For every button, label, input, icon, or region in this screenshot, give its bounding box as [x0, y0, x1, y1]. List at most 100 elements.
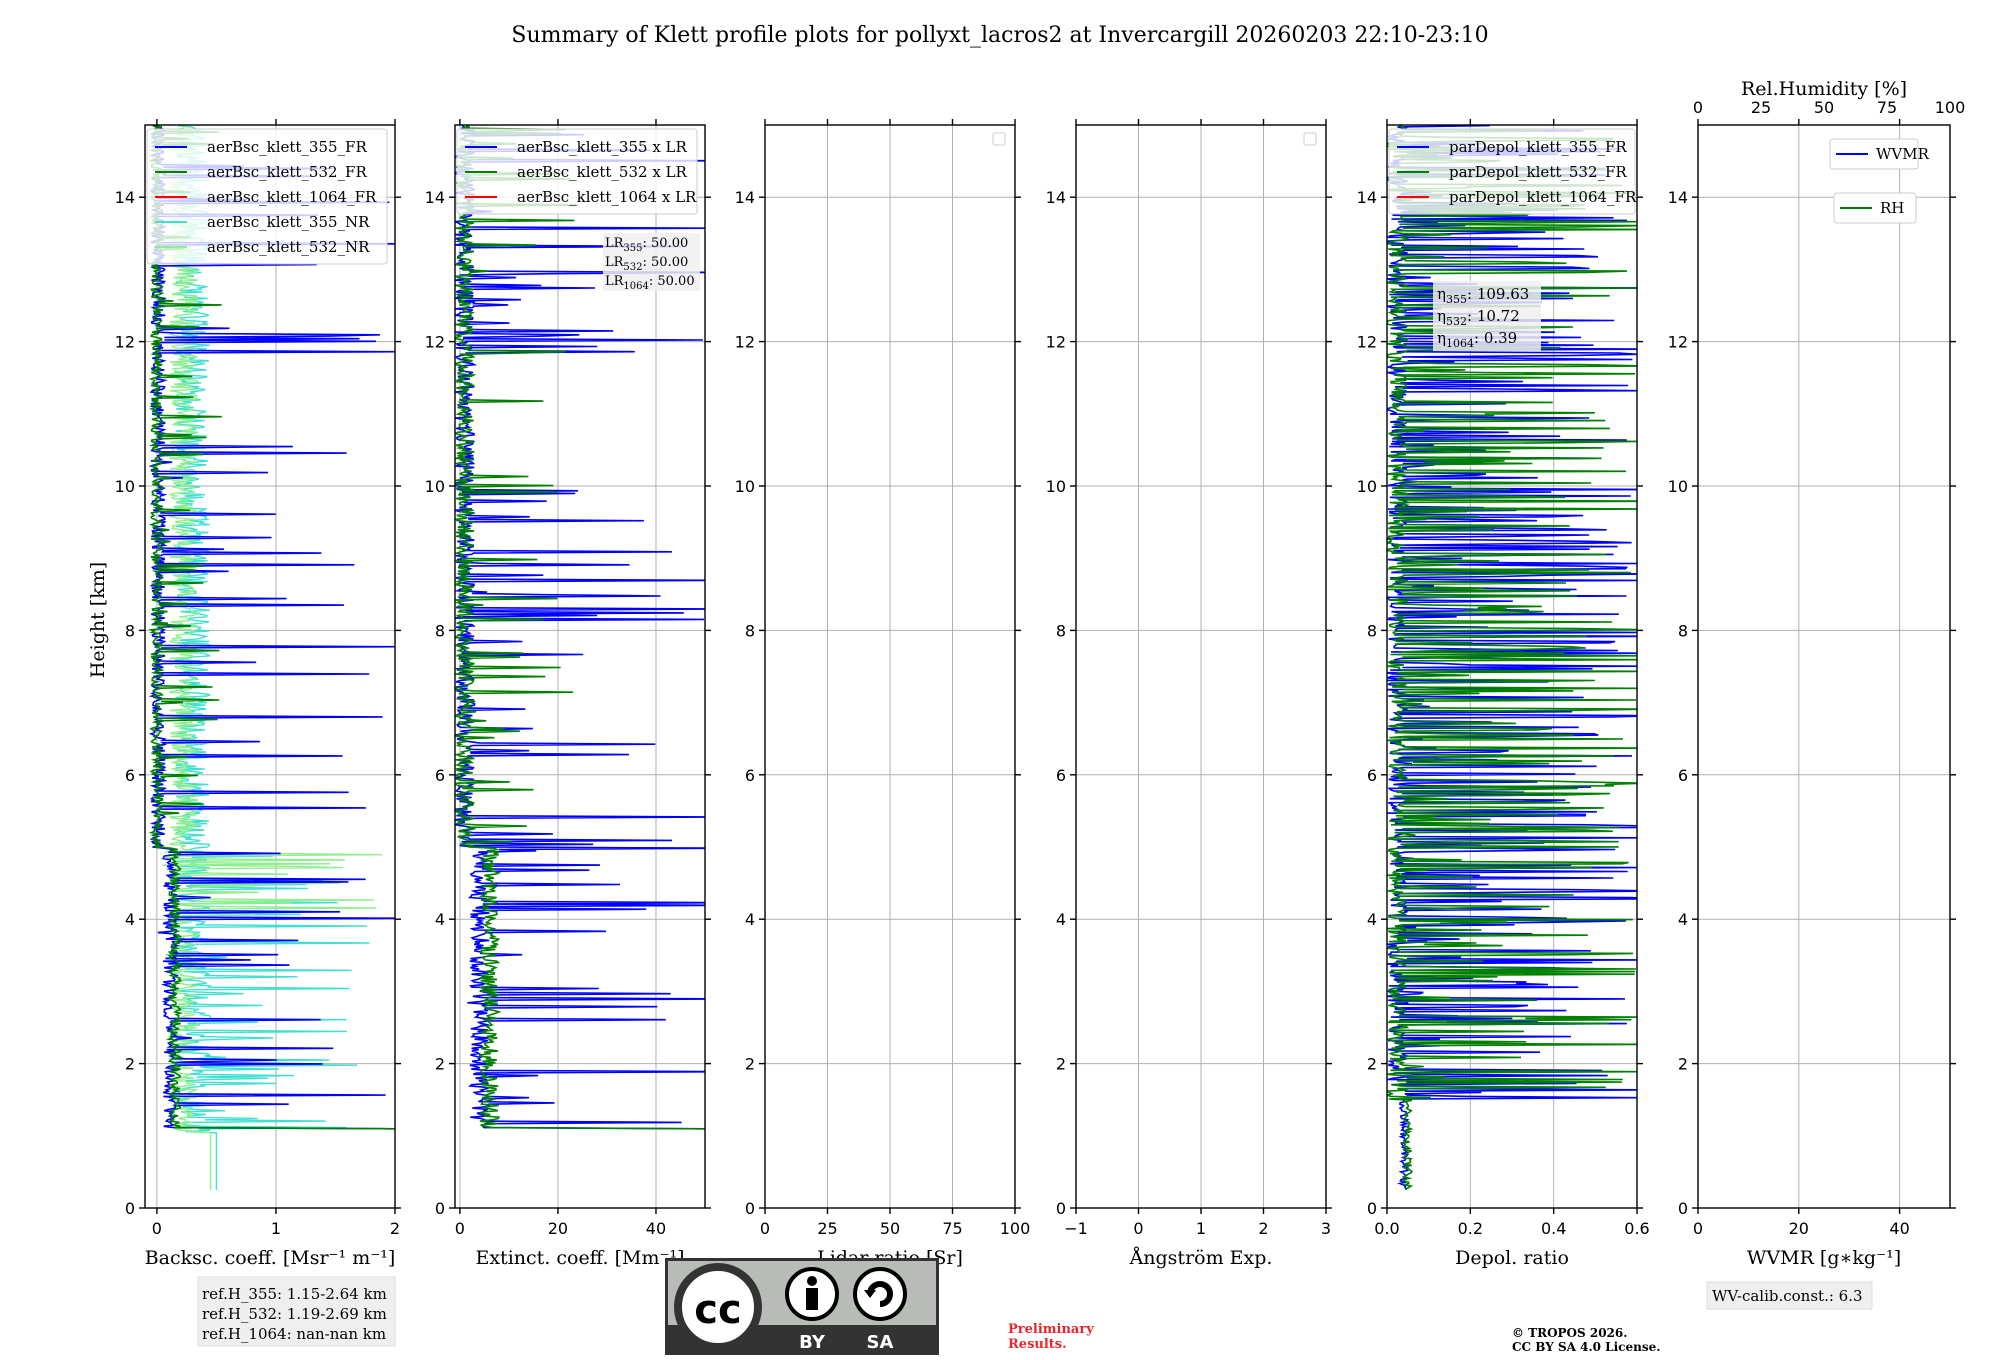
plot-area-extinction [455, 125, 705, 1130]
xlabel-extinction: Extinct. coeff. [Mm⁻¹] [475, 1247, 684, 1269]
eta-label-0: η355: 109.63 [1437, 285, 1529, 306]
ytick-label-1: 2 [1056, 1055, 1066, 1074]
copyright-line2: CC BY SA 4.0 License. [1512, 1340, 1660, 1354]
ytick-label-4: 8 [435, 621, 445, 640]
empty-legend [1303, 132, 1317, 146]
ytick-label-5: 10 [425, 477, 445, 496]
ytick-label-4: 8 [1367, 621, 1377, 640]
xtick-label-2: 40 [1889, 1219, 1909, 1238]
ytick-label-0: 0 [435, 1199, 445, 1218]
ytick-label-2: 4 [745, 910, 755, 929]
legend-label-0: aerBsc_klett_355_FR [207, 138, 367, 156]
series-532-fr [148, 125, 395, 1130]
ytick-label-3: 6 [435, 766, 445, 785]
wv-calib-const: WV-calib.const.: 6.3 [1712, 1287, 1863, 1305]
ytick-label-7: 14 [735, 188, 755, 207]
xtick-label-1: 20 [548, 1219, 568, 1238]
cc-by-label: BY [799, 1332, 826, 1353]
eta-label-2: η1064: 0.39 [1437, 329, 1517, 350]
legend-label-0: parDepol_klett_355_FR [1449, 138, 1627, 156]
xtick-label-1: 0 [1133, 1219, 1143, 1238]
frame-extinction [454, 124, 706, 1209]
xtick-label-0: 0 [1693, 1219, 1703, 1238]
xtick-label-2: 0.4 [1541, 1219, 1566, 1238]
ytick-label-6: 12 [425, 333, 445, 352]
xtick-label-2: 1 [1196, 1219, 1206, 1238]
xtick-label-0: 0.0 [1374, 1219, 1399, 1238]
ytick-label-2: 4 [1678, 910, 1688, 929]
legend-label-2: parDepol_klett_1064_FR [1449, 188, 1637, 206]
legend-label-1: aerBsc_klett_532_FR [207, 163, 367, 181]
legend-label-0: WVMR [1876, 145, 1930, 163]
ytick-label-1: 2 [1367, 1055, 1377, 1074]
xtick-label-0: 0 [760, 1219, 770, 1238]
xtick-label-1: 25 [817, 1219, 837, 1238]
refh-1064: ref.H_1064: nan-nan km [202, 1325, 386, 1343]
y-axis-label: Height [km] [87, 562, 109, 678]
top-xtick-label-2: 50 [1814, 98, 1834, 117]
top-xlabel-wvmr: Rel.Humidity [%] [1741, 78, 1907, 100]
ytick-label-4: 8 [1056, 621, 1066, 640]
plot-area-backscatter [148, 125, 395, 1190]
xtick-label-0: −1 [1064, 1219, 1088, 1238]
xtick-label-4: 3 [1321, 1219, 1331, 1238]
top-xtick-label-3: 75 [1877, 98, 1897, 117]
cc-license-badge: cc BY SA [665, 1258, 939, 1355]
lr-box [603, 233, 700, 291]
legend-box-0 [1829, 138, 1919, 170]
xlabel-angstrom: Ångström Exp. [1129, 1247, 1273, 1269]
share-alike-icon [853, 1267, 907, 1321]
lr-label-2: LR1064: 50.00 [605, 274, 695, 292]
panel-extinction: 0 20 40 0 2 4 6 8 10 12 14 Extinct. coeff. [Mm⁻¹] ae… [425, 119, 711, 1269]
top-xtick-label-4: 100 [1935, 98, 1966, 117]
ytick-label-1: 2 [1678, 1055, 1688, 1074]
ytick-label-6: 12 [735, 333, 755, 352]
lr-label-1: LR532: 50.00 [605, 255, 688, 273]
xlabel-backscatter: Backsc. coeff. [Msr⁻¹ m⁻¹] [145, 1247, 396, 1269]
preliminary-line1: Preliminary [1008, 1322, 1094, 1337]
ytick-label-6: 12 [1668, 333, 1688, 352]
cc-sa-label: SA [867, 1332, 894, 1353]
ytick-label-5: 10 [1668, 477, 1688, 496]
legend-label-1: aerBsc_klett_532 x LR [517, 163, 688, 181]
ytick-label-0: 0 [745, 1199, 755, 1218]
cc-circle-icon [674, 1263, 762, 1351]
xtick-label-1: 20 [1789, 1219, 1809, 1238]
ytick-label-6: 12 [1046, 333, 1066, 352]
figure-title: Summary of Klett profile plots for polly… [511, 23, 1488, 48]
legend-box-1 [1833, 192, 1917, 224]
series-532-nr [160, 125, 383, 1190]
ytick-label-0: 0 [1678, 1199, 1688, 1218]
refh-532: ref.H_532: 1.19-2.69 km [202, 1305, 387, 1323]
copyright-line1: © TROPOS 2026. [1512, 1326, 1627, 1340]
ytick-label-2: 4 [435, 910, 445, 929]
xtick-label-3: 0.6 [1624, 1219, 1649, 1238]
ytick-label-3: 6 [1056, 766, 1066, 785]
ytick-label-1: 2 [125, 1055, 135, 1074]
xtick-label-0: 0 [455, 1219, 465, 1238]
panel-depol: 0.0 0.2 0.4 0.6 0 2 4 6 8 10 12 14 Depol. ratio parDe… [1357, 119, 1650, 1269]
legend-label-1: parDepol_klett_532_FR [1449, 163, 1627, 181]
ytick-label-5: 10 [1357, 477, 1377, 496]
eta-label-1: η532: 10.72 [1437, 307, 1520, 328]
ytick-label-0: 0 [1056, 1199, 1066, 1218]
ytick-label-1: 2 [435, 1055, 445, 1074]
ytick-label-7: 14 [1046, 188, 1066, 207]
ytick-label-4: 8 [125, 621, 135, 640]
wv-calib-box [1706, 1281, 1873, 1310]
ytick-label-0: 0 [1367, 1199, 1377, 1218]
ytick-label-3: 6 [125, 766, 135, 785]
xlabel-wvmr: WVMR [g∗kg⁻¹] [1747, 1247, 1901, 1269]
frame-depol [1386, 124, 1638, 1209]
legend-label-2: aerBsc_klett_1064 x LR [517, 188, 697, 206]
ytick-label-6: 12 [115, 333, 135, 352]
refh-box [197, 1276, 396, 1347]
ytick-label-3: 6 [1367, 766, 1377, 785]
panel-wvmr: 0 20 40 0 2 4 6 8 10 12 14 WVMR [g∗kg⁻¹] 0 25 50 75 100 R… [1668, 78, 1966, 1269]
ytick-label-7: 14 [1668, 188, 1688, 207]
panel-lidar-ratio: 025507510002468101214Lidar ratio [Sr] [735, 119, 1030, 1269]
